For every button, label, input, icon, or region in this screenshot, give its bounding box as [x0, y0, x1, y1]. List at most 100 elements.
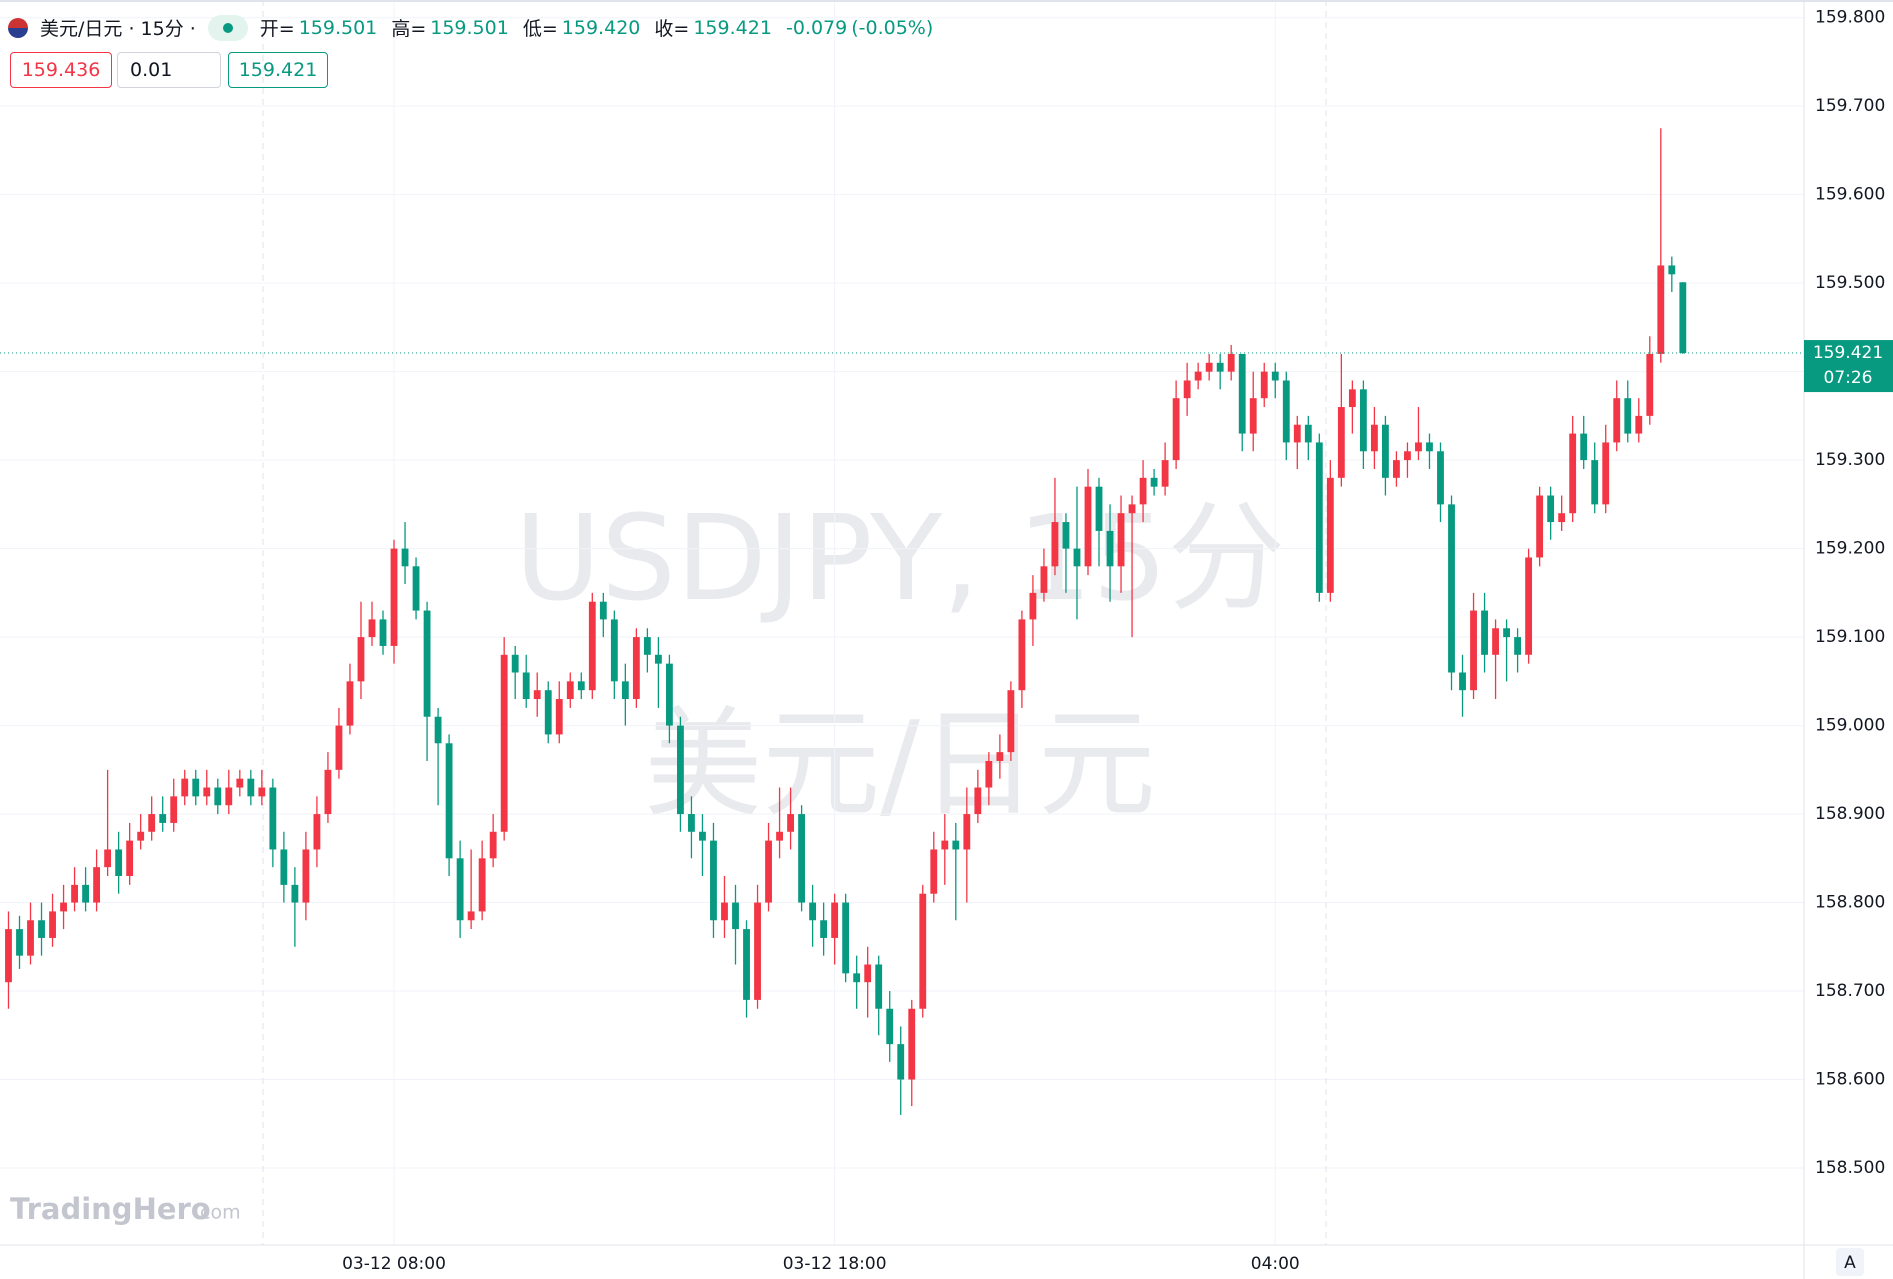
candle-body: [1657, 265, 1665, 354]
candle-body: [831, 902, 839, 938]
candle-body: [522, 672, 530, 700]
candle-body: [1359, 389, 1367, 452]
candle-body: [1128, 504, 1136, 514]
y-tick-label: 158.900: [1815, 804, 1885, 824]
buy-button[interactable]: 159.421: [228, 52, 328, 88]
symbol[interactable]: 美元/日元 · 15分 ·: [40, 18, 196, 40]
candle-body: [1095, 486, 1103, 531]
last-price-tag: [1804, 340, 1893, 393]
candle-body: [842, 902, 850, 974]
candle-body: [952, 840, 960, 850]
candle-body: [324, 769, 332, 815]
candle-body: [1503, 628, 1510, 638]
candle-body: [1569, 433, 1577, 514]
candle-body: [886, 1008, 894, 1045]
candle-body: [996, 752, 1004, 761]
candle-body: [1415, 442, 1422, 452]
auto-scale-label[interactable]: A: [1844, 1253, 1856, 1273]
candle-body: [1139, 477, 1147, 505]
candle-body: [776, 831, 783, 841]
candle-body: [225, 787, 233, 806]
y-tick-label: 159.200: [1815, 539, 1885, 559]
low-value: 159.420: [561, 16, 641, 39]
candle-body: [820, 920, 828, 938]
candle-body: [1337, 407, 1345, 478]
candle-body: [632, 637, 640, 700]
candle-body: [1514, 637, 1522, 655]
candle-body: [368, 619, 376, 638]
candle-body: [1315, 442, 1323, 593]
candle-body: [1282, 380, 1290, 443]
watermark-symbol: USDJPY, 15分: [515, 489, 1286, 627]
candle-body: [533, 690, 541, 700]
candle-body: [412, 566, 420, 611]
candle-body: [258, 787, 266, 797]
candle-body: [192, 778, 200, 797]
candle-body: [544, 690, 552, 735]
candle-body: [699, 831, 706, 841]
candle-body: [335, 725, 343, 770]
candle-body: [721, 902, 728, 921]
candle-body: [302, 849, 310, 903]
candle-body: [1536, 495, 1544, 558]
close-label: 收=: [654, 18, 690, 40]
candle-body: [1404, 451, 1411, 461]
candle-body: [677, 725, 684, 815]
low-label: 低=: [522, 18, 558, 40]
high-label: 高=: [391, 18, 427, 40]
candle-body: [170, 796, 178, 823]
candle-body: [853, 973, 861, 983]
candle-body: [665, 663, 673, 726]
candle-body: [137, 831, 145, 841]
y-tick-label: 158.600: [1815, 1070, 1885, 1090]
candle-body: [1580, 433, 1588, 461]
last-price-label: 159.421: [1813, 343, 1883, 363]
candle-body: [1238, 353, 1246, 434]
high-value: 159.501: [430, 16, 509, 39]
candle-body: [1381, 424, 1389, 478]
candle-body: [467, 911, 475, 921]
candle-body: [269, 787, 277, 850]
y-tick-label: 159.300: [1815, 450, 1885, 470]
candle-body: [1084, 486, 1092, 567]
candle-body: [787, 814, 794, 832]
quantity-input[interactable]: 0.01: [117, 52, 221, 88]
candle-body: [115, 849, 123, 877]
candle-body: [1293, 424, 1301, 443]
candle-body: [1260, 371, 1268, 399]
candle-body: [985, 760, 993, 788]
logo: TradingHero: [10, 1192, 211, 1226]
candle-body: [1183, 380, 1191, 399]
y-tick-label: 158.700: [1815, 981, 1885, 1001]
x-tick-label: 03-12 18:00: [783, 1254, 887, 1274]
candle-body: [908, 1008, 916, 1080]
candle-body: [864, 964, 872, 983]
candle-body: [1106, 530, 1114, 567]
candle-body: [1304, 424, 1312, 443]
candle-body: [1216, 362, 1224, 372]
candle-body: [148, 814, 156, 832]
candle-body: [60, 902, 67, 912]
y-tick-label: 159.000: [1815, 716, 1885, 736]
candle-body: [798, 814, 806, 903]
candle-body: [181, 778, 189, 797]
sell-button[interactable]: 159.436: [10, 52, 112, 88]
candle-body: [357, 637, 365, 682]
candle-body: [688, 814, 695, 832]
candle-body: [1051, 522, 1059, 567]
candle-body: [214, 787, 222, 806]
candle-body: [126, 840, 134, 877]
candle-body: [346, 681, 354, 726]
candle-body: [159, 814, 167, 823]
auto-scale-button[interactable]: [1836, 1248, 1864, 1276]
candle-body: [809, 902, 817, 921]
candle-body: [941, 840, 949, 850]
candle-body: [743, 929, 750, 1000]
candle-body: [1492, 628, 1499, 655]
candle-body: [445, 743, 453, 859]
candle-body: [1613, 398, 1621, 443]
candle-body: [104, 849, 112, 868]
candle-body: [1525, 557, 1533, 655]
